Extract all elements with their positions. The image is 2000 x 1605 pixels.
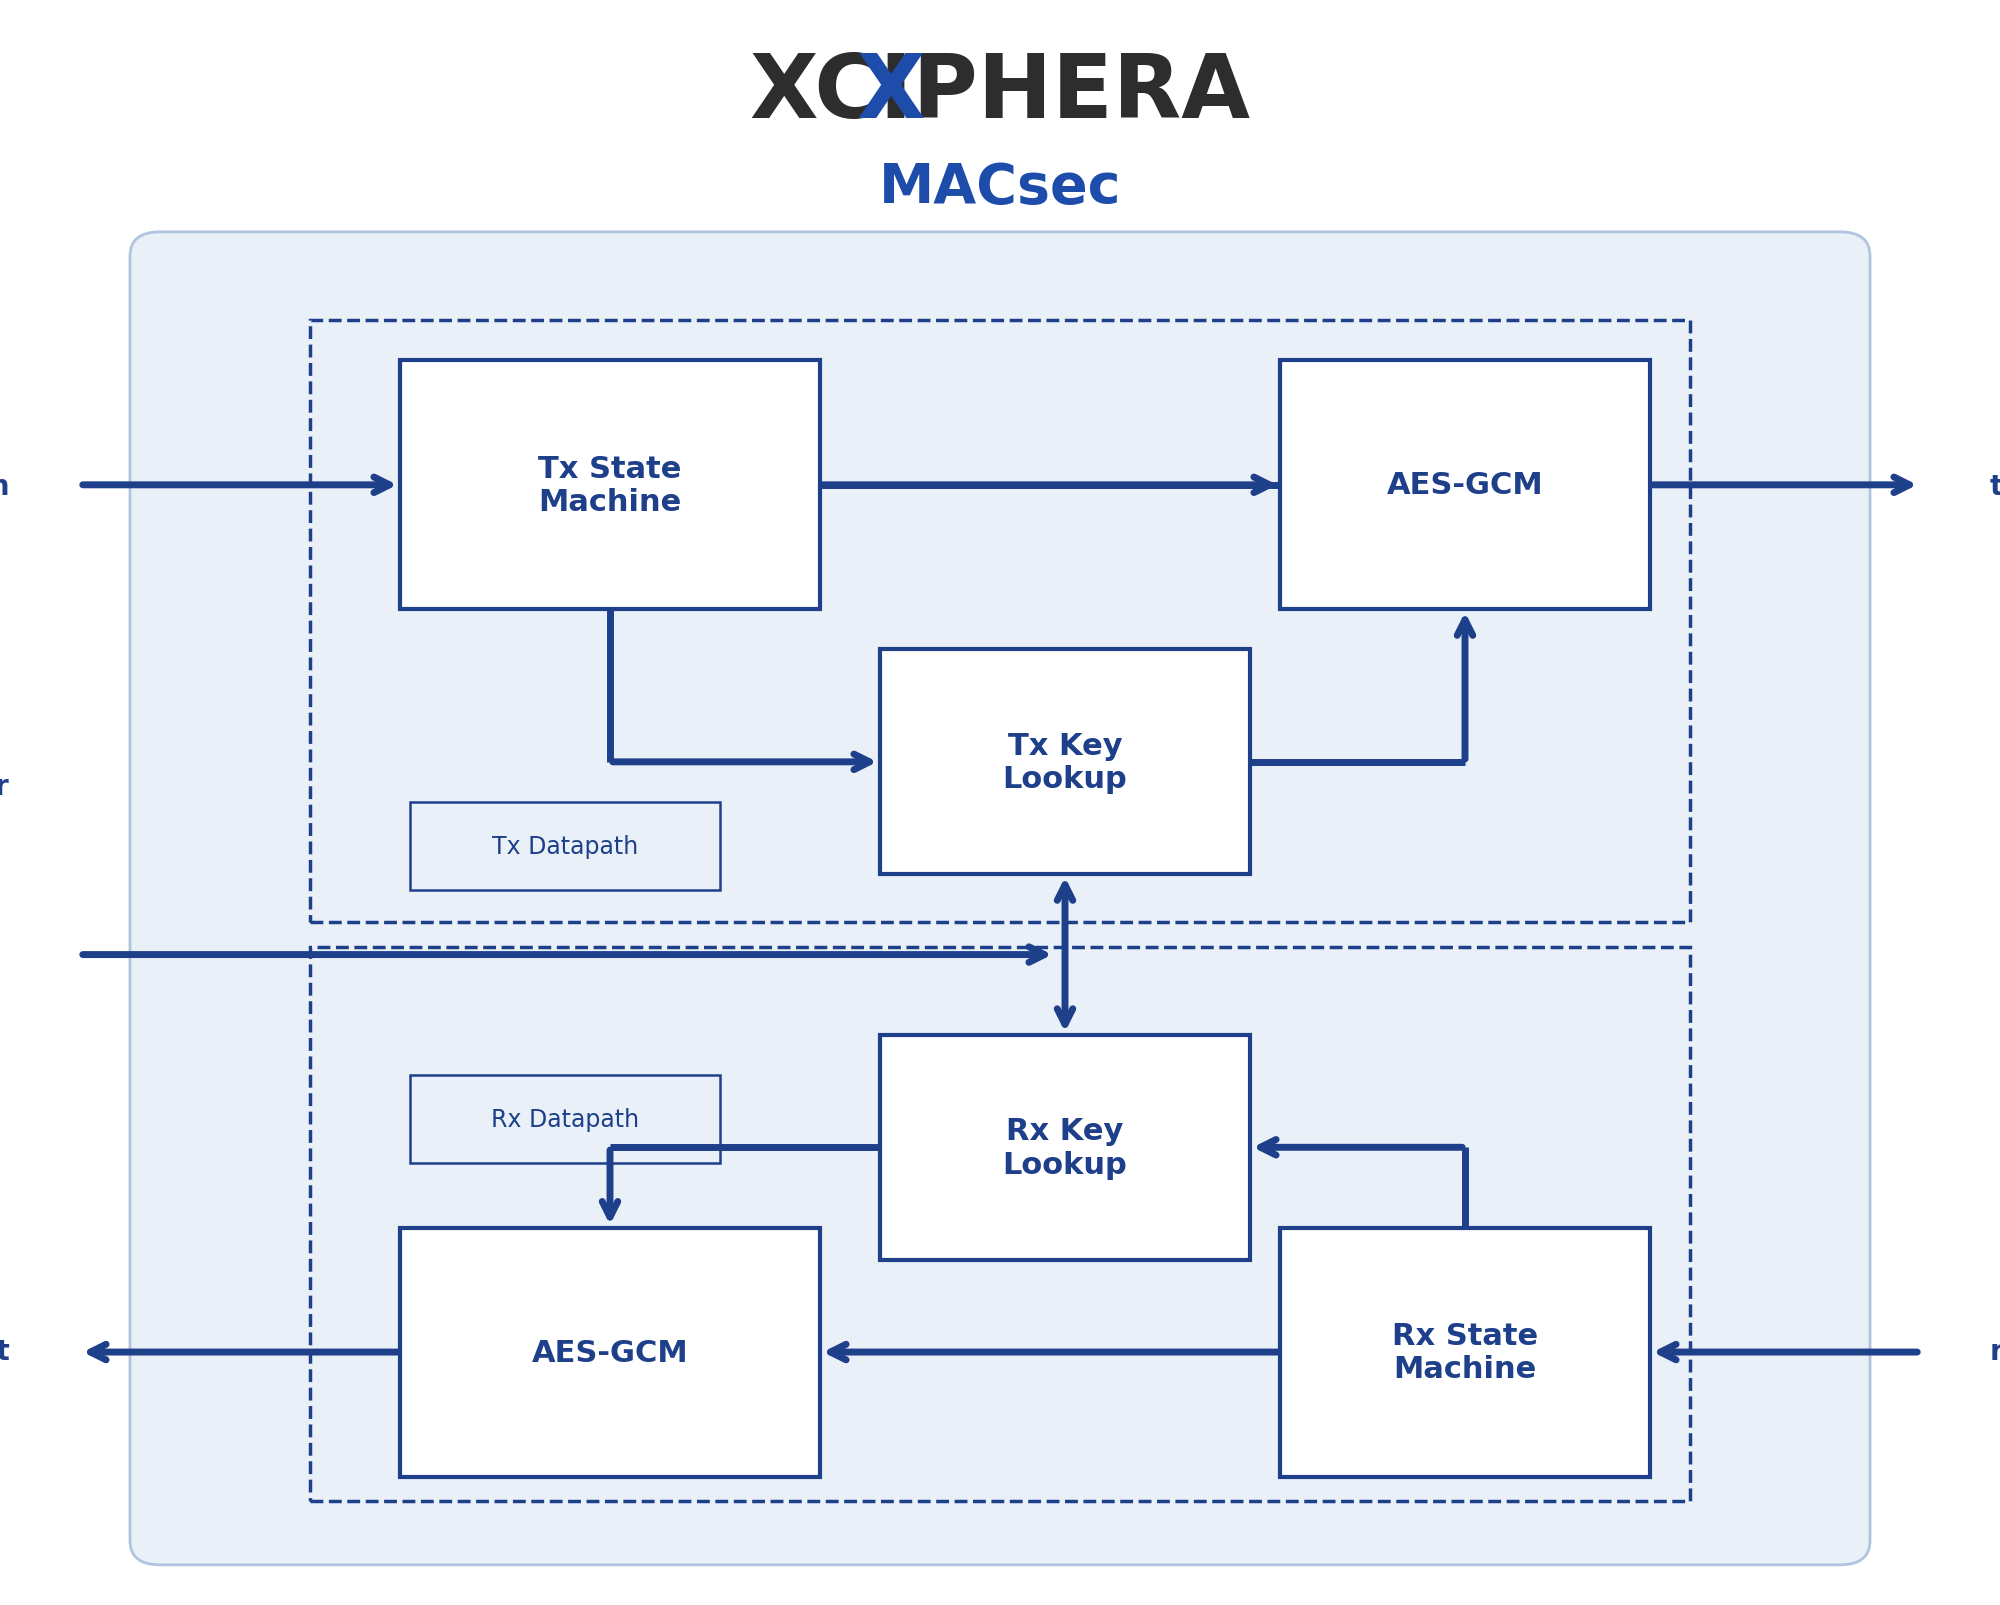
FancyBboxPatch shape: [130, 233, 1870, 1565]
FancyArrowPatch shape: [1458, 621, 1472, 759]
FancyArrowPatch shape: [82, 478, 390, 493]
Bar: [880, 650, 1250, 875]
Text: Tx Datapath: Tx Datapath: [492, 835, 638, 859]
Bar: [310, 321, 1690, 923]
Text: csr: csr: [0, 772, 10, 801]
Text: Tx State
Machine: Tx State Machine: [538, 454, 682, 517]
Text: MACsec: MACsec: [878, 160, 1122, 215]
Text: AES-GCM: AES-GCM: [532, 1337, 688, 1367]
FancyArrowPatch shape: [90, 1345, 398, 1359]
FancyArrowPatch shape: [602, 1151, 618, 1217]
Text: Tx Key
Lookup: Tx Key Lookup: [1002, 732, 1128, 793]
FancyArrowPatch shape: [82, 947, 1044, 963]
Text: X: X: [858, 50, 1142, 136]
Bar: [1280, 1228, 1650, 1477]
FancyArrowPatch shape: [1652, 478, 1910, 493]
Text: txin: txin: [0, 472, 10, 501]
Bar: [410, 802, 720, 891]
FancyArrowPatch shape: [1660, 1345, 1918, 1359]
FancyArrowPatch shape: [830, 1345, 1278, 1359]
Text: XCIPHERA: XCIPHERA: [750, 50, 1250, 136]
FancyArrowPatch shape: [612, 754, 870, 770]
Text: rxout: rxout: [0, 1337, 10, 1366]
Text: AES-GCM: AES-GCM: [1386, 470, 1544, 501]
FancyArrowPatch shape: [1058, 886, 1072, 1024]
Bar: [410, 1075, 720, 1164]
Text: rxin: rxin: [1990, 1337, 2000, 1366]
FancyArrowPatch shape: [822, 478, 1270, 493]
Bar: [880, 1035, 1250, 1260]
Bar: [310, 947, 1690, 1501]
Text: Rx Key
Lookup: Rx Key Lookup: [1002, 1117, 1128, 1178]
FancyArrowPatch shape: [1260, 1140, 1462, 1156]
Bar: [400, 361, 820, 610]
Text: Rx State
Machine: Rx State Machine: [1392, 1321, 1538, 1384]
Text: txout: txout: [1990, 472, 2000, 501]
Text: Rx Datapath: Rx Datapath: [490, 1107, 640, 1132]
Bar: [400, 1228, 820, 1477]
Bar: [1280, 361, 1650, 610]
